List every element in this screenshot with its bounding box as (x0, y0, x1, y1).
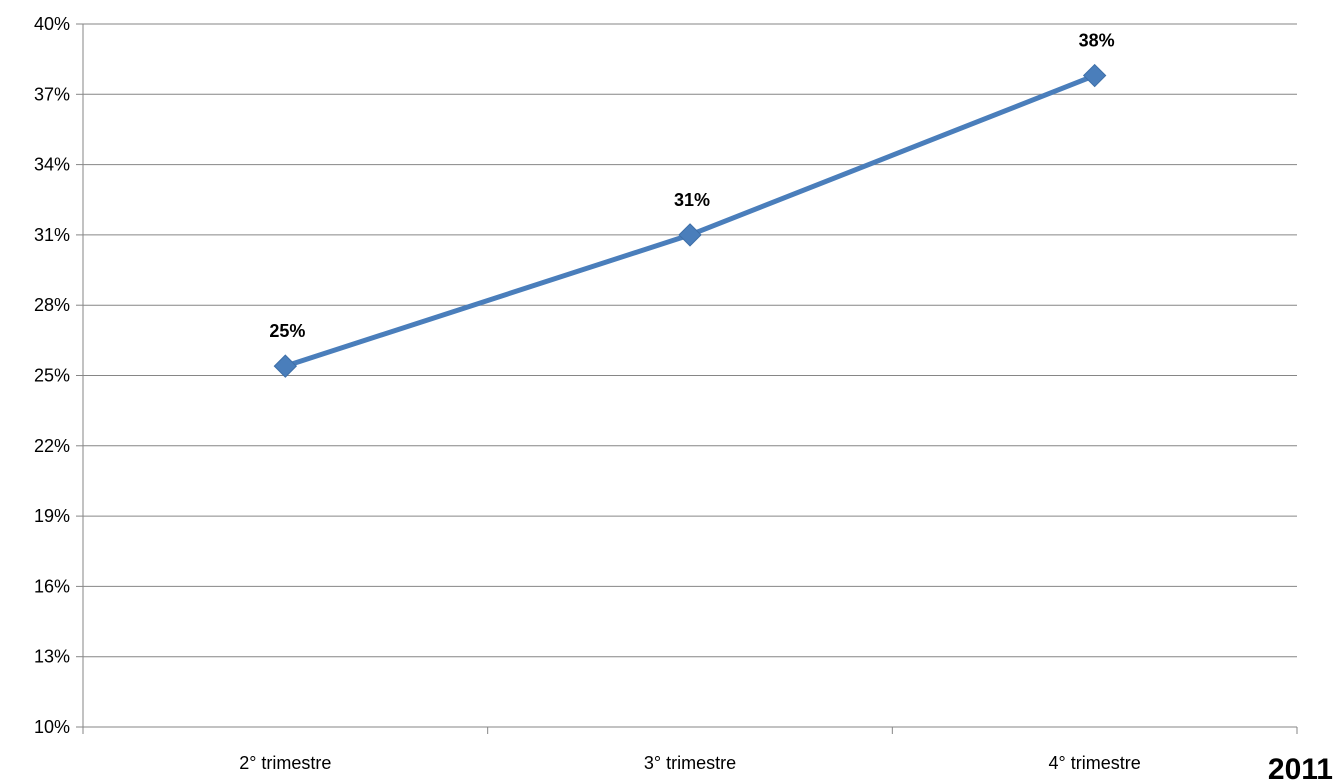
y-tick-label: 13% (34, 647, 70, 667)
series-line-path (284, 73, 1096, 369)
y-tick-label: 10% (34, 717, 70, 737)
data-markers (273, 63, 1107, 378)
y-tick-label: 37% (34, 84, 70, 104)
x-tick-label: 4° trimestre (1049, 753, 1141, 773)
y-tick-label: 28% (34, 295, 70, 315)
y-tick-label: 40% (34, 14, 70, 34)
x-axis-ticks: 2° trimestre 3° trimestre 4° trimestre (82, 727, 1298, 773)
data-point-marker (1082, 63, 1107, 88)
data-label: 31% (674, 190, 710, 210)
series-line (284, 73, 1096, 369)
y-tick-label: 16% (34, 576, 70, 596)
x-tick-label: 3° trimestre (644, 753, 736, 773)
gridlines (83, 23, 1297, 658)
data-label: 38% (1079, 31, 1115, 51)
data-point-marker (678, 223, 702, 247)
data-labels: 25% 31% 38% (269, 31, 1114, 342)
y-tick-label: 22% (34, 436, 70, 456)
data-label: 25% (269, 321, 305, 341)
data-point-marker (273, 354, 298, 378)
y-tick-label: 25% (34, 366, 70, 386)
y-tick-label: 31% (34, 225, 70, 245)
y-axis-ticks: 10% 13% 16% 19% 22% 25% 28% 31% 34% 37% 40% (34, 14, 83, 737)
year-label: 2011 (1268, 753, 1333, 783)
y-tick-label: 34% (34, 155, 70, 175)
x-tick-label: 2° trimestre (239, 753, 331, 773)
y-tick-label: 19% (34, 506, 70, 526)
